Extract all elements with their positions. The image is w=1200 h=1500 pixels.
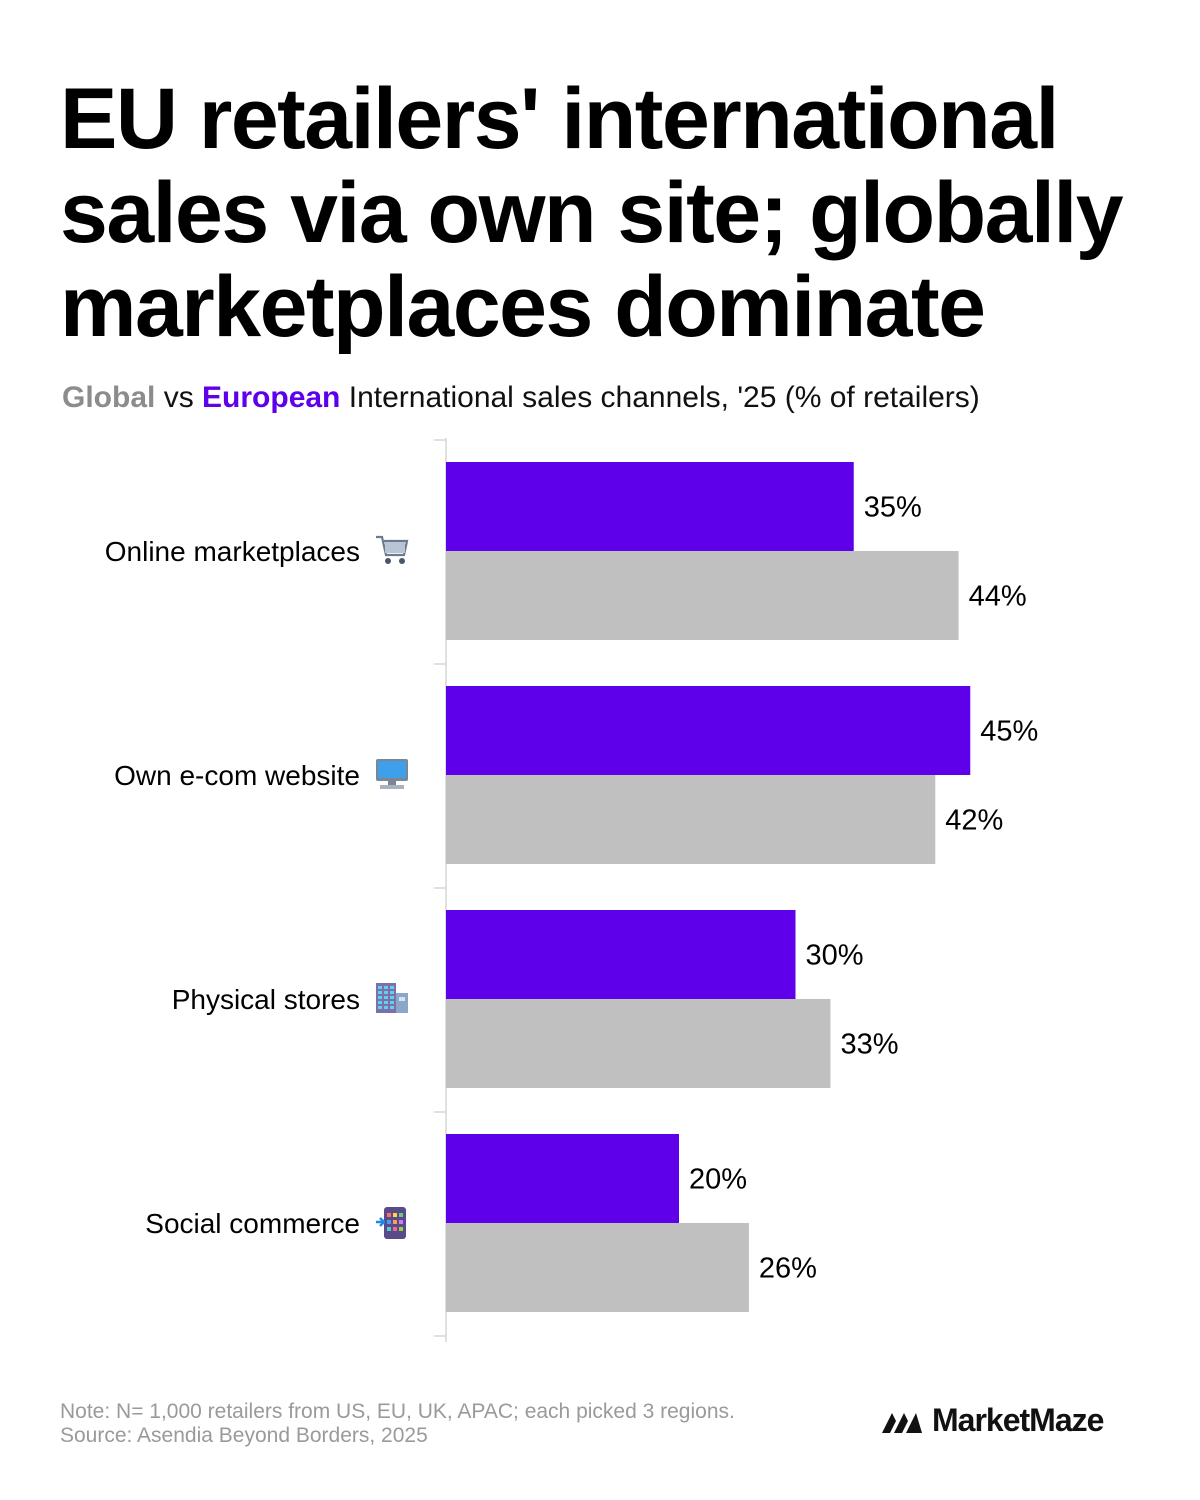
office-building-icon <box>376 983 408 1013</box>
shopping-cart-icon <box>376 535 409 564</box>
category-label: Own e-com website <box>114 760 360 791</box>
subtitle-vs: vs <box>163 381 194 414</box>
data-label-global: 42% <box>945 805 1003 837</box>
footnote-source: Source: Asendia Beyond Borders, 2025 <box>60 1424 428 1447</box>
category-label: Social commerce <box>145 1208 360 1239</box>
mobile-phone-arrow-icon <box>376 1207 406 1239</box>
category-label: Physical stores <box>172 984 360 1015</box>
bar-european <box>446 686 971 775</box>
category-label: Online marketplaces <box>105 536 360 567</box>
data-label-global: 26% <box>759 1253 817 1285</box>
data-label-european: 35% <box>864 492 922 524</box>
brand-name: MarketMaze <box>932 1402 1104 1438</box>
footnote-note: Note: N= 1,000 retailers from US, EU, UK… <box>60 1400 735 1423</box>
bar-european <box>446 1134 679 1223</box>
data-label-global: 44% <box>969 581 1027 613</box>
legend-global: Global <box>62 381 156 414</box>
footnote: Note: N= 1,000 retailers from US, EU, UK… <box>60 1400 735 1448</box>
bar-global <box>446 551 959 640</box>
data-label-european: 30% <box>806 940 864 972</box>
bar-european <box>446 910 796 999</box>
brand-logo: MarketMaze <box>880 1402 1104 1439</box>
chart-subtitle: Global vs European International sales c… <box>62 378 980 418</box>
chart-title: EU retailers' international sales via ow… <box>60 71 1124 355</box>
bar-global <box>446 999 831 1088</box>
bar-global <box>446 775 936 864</box>
marketmaze-logo-icon <box>882 1412 922 1433</box>
data-label-global: 33% <box>840 1029 898 1061</box>
bar-global <box>446 1223 749 1312</box>
bar-european <box>446 462 854 551</box>
data-label-european: 45% <box>980 716 1038 748</box>
desktop-computer-icon <box>376 759 408 789</box>
subtitle-rest: International sales channels, '25 (% of … <box>348 381 980 414</box>
legend-european: European <box>202 381 341 414</box>
data-label-european: 20% <box>689 1164 747 1196</box>
bar-chart: Online marketplaces 35% 44% Own e-com websi… <box>105 438 1038 1342</box>
